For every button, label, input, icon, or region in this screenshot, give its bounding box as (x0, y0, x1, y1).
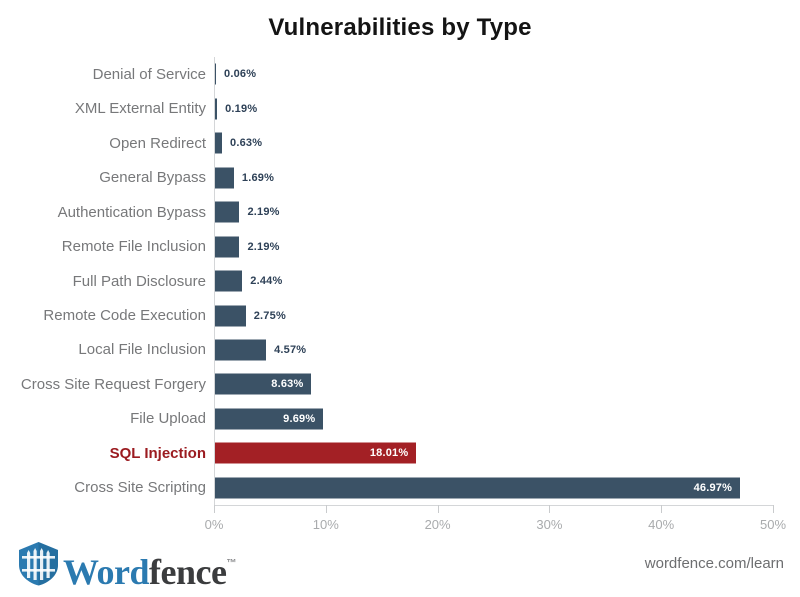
x-axis-tick (773, 505, 774, 513)
bar (215, 373, 312, 395)
bar-row: 2.19% (215, 229, 774, 263)
bar-row: 0.63% (215, 126, 774, 160)
bar-row: 18.01% (215, 436, 774, 470)
wordfence-logo: Wordfence™ (18, 541, 236, 595)
value-label: 0.63% (230, 137, 263, 150)
value-label: 46.97% (693, 481, 733, 494)
category-label: Remote Code Execution (43, 307, 206, 325)
bar (215, 98, 218, 120)
logo-word: Word (63, 552, 150, 592)
bar (215, 408, 324, 430)
category-label: Remote File Inclusion (61, 238, 206, 256)
x-axis-tick-label: 10% (312, 517, 339, 532)
bar (215, 167, 234, 189)
category-label: Full Path Disclosure (72, 272, 206, 290)
bar (215, 305, 246, 327)
x-axis-tick (325, 505, 327, 513)
category-label: SQL Injection (109, 444, 206, 462)
chart-title: Vulnerabilities by Type (268, 14, 532, 41)
bar-row: 2.19% (215, 195, 774, 229)
value-label: 18.01% (369, 447, 409, 460)
category-label: Denial of Service (92, 65, 206, 83)
value-label: 0.06% (224, 68, 257, 81)
bar (215, 201, 240, 223)
category-label: Cross Site Scripting (74, 479, 206, 497)
bar-row: 9.69% (215, 402, 774, 436)
bar-row: 4.57% (215, 333, 774, 367)
category-label: Open Redirect (109, 134, 206, 152)
shield-fence-icon (19, 542, 58, 586)
x-axis-tick (214, 505, 215, 513)
value-label: 4.57% (274, 343, 307, 356)
x-axis-tick (549, 505, 551, 513)
bar-row: 0.19% (215, 91, 774, 125)
category-label: Local File Inclusion (78, 341, 206, 359)
bar-chart-plot-area: 0.06% 0.19% 0.63% 1.69% 2.19% 2.19% 2.44% 2.75%… (214, 57, 774, 506)
bar-row: 2.44% (215, 264, 774, 298)
value-label: 8.63% (271, 378, 304, 391)
bar-row: 2.75% (215, 298, 774, 332)
x-axis-tick-label: 0% (204, 517, 224, 532)
x-axis-tick-label: 20% (424, 517, 451, 532)
category-label: XML External Entity (74, 100, 206, 118)
footer-link: wordfence.com/learn (644, 555, 784, 572)
bar-row: 46.97% (215, 471, 774, 505)
value-label: 2.19% (247, 206, 280, 219)
bar (215, 339, 267, 361)
bar (215, 236, 240, 258)
bar (215, 270, 243, 292)
category-label: General Bypass (99, 169, 206, 187)
x-axis-tick (437, 505, 439, 513)
trademark-symbol: ™ (226, 558, 236, 569)
value-label: 9.69% (283, 412, 316, 425)
value-label: 0.19% (225, 102, 258, 115)
x-axis-tick-label: 50% (759, 517, 787, 532)
x-axis-tick (661, 505, 663, 513)
category-label: Authentication Bypass (57, 203, 206, 221)
category-label: Cross Site Request Forgery (20, 375, 206, 393)
x-axis-tick-label: 30% (536, 517, 563, 532)
x-axis-tick-label: 40% (648, 517, 675, 532)
value-label: 2.44% (250, 275, 283, 288)
bar (215, 442, 417, 464)
wordfence-wordmark: Wordfence™ (63, 541, 236, 595)
bar-row: 0.06% (215, 57, 774, 91)
logo-fence: fence (149, 552, 227, 592)
bar-row: 1.69% (215, 160, 774, 194)
value-label: 1.69% (241, 171, 275, 184)
category-label: File Upload (130, 410, 206, 428)
value-label: 2.19% (247, 240, 280, 253)
value-label: 2.75% (253, 309, 286, 322)
bar (215, 132, 223, 154)
bar (215, 63, 216, 85)
category-axis-labels: Denial of Service XML External Entity Open… (0, 57, 206, 505)
bar-row: 8.63% (215, 367, 774, 401)
bar (215, 477, 741, 499)
